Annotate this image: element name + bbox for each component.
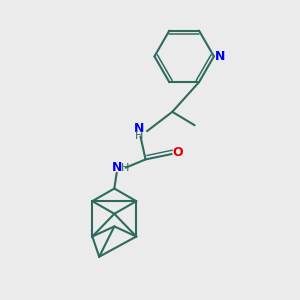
Text: H: H [121,163,129,173]
Text: O: O [172,146,183,159]
Text: H: H [134,130,143,141]
Text: N: N [134,122,144,135]
Text: N: N [112,161,122,174]
Text: N: N [215,50,226,63]
